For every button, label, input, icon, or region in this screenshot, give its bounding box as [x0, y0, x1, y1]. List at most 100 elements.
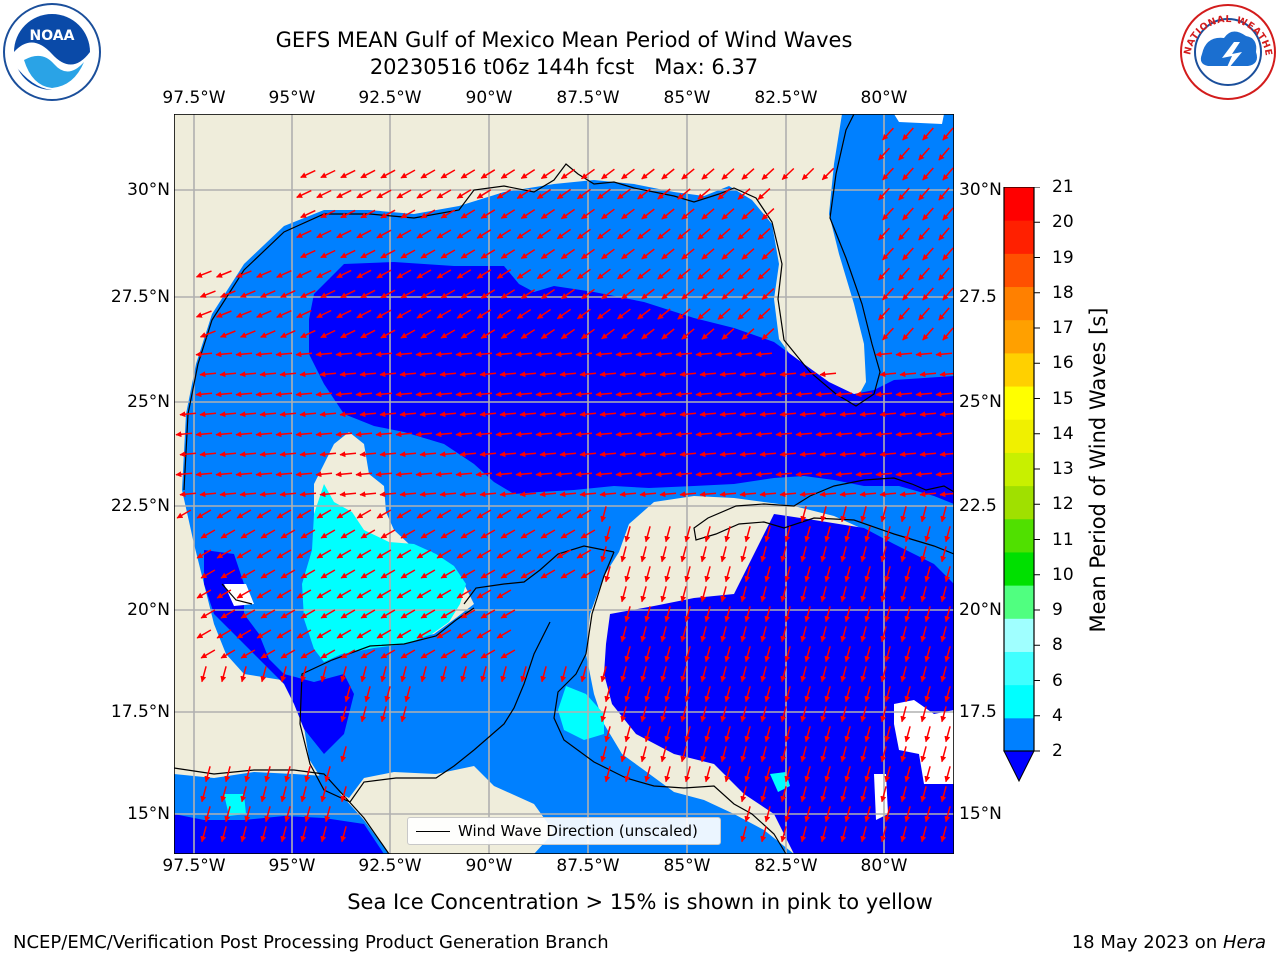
direction-arrow — [684, 606, 691, 623]
direction-arrow — [657, 268, 671, 280]
direction-arrow — [304, 766, 311, 783]
direction-arrow — [804, 806, 811, 823]
direction-arrow — [340, 746, 347, 763]
direction-arrow — [577, 308, 591, 320]
direction-arrow — [784, 526, 791, 543]
direction-arrow — [419, 491, 437, 498]
direction-arrow — [280, 330, 296, 338]
direction-arrow — [695, 351, 713, 358]
direction-arrow — [924, 606, 931, 623]
direction-arrow — [864, 726, 871, 743]
direction-arrow — [824, 806, 831, 823]
direction-arrow — [639, 491, 657, 498]
direction-arrow — [320, 786, 327, 803]
colorbar-tick-label: 4 — [1052, 705, 1063, 726]
lon-tick-bottom: 92.5°W — [358, 856, 422, 876]
direction-arrow — [904, 606, 911, 623]
direction-arrow — [882, 127, 894, 141]
direction-arrow — [519, 371, 537, 378]
direction-arrow — [915, 391, 933, 398]
direction-arrow — [739, 411, 757, 418]
direction-arrow — [300, 209, 316, 219]
direction-arrow — [455, 391, 473, 398]
direction-arrow — [620, 746, 627, 763]
direction-arrow — [879, 411, 897, 418]
direction-arrow — [580, 666, 587, 683]
direction-arrow — [621, 168, 635, 180]
direction-arrow — [878, 267, 890, 281]
direction-arrow — [864, 806, 871, 823]
direction-arrow — [320, 289, 336, 299]
direction-arrow — [475, 391, 493, 398]
direction-arrow — [276, 270, 292, 278]
direction-arrow — [320, 826, 327, 843]
direction-arrow — [396, 629, 412, 639]
direction-arrow — [500, 666, 507, 683]
direction-arrow — [420, 649, 436, 659]
direction-arrow — [340, 329, 356, 339]
direction-arrow — [396, 269, 412, 279]
direction-arrow — [320, 169, 336, 179]
colorbar-scale — [1003, 186, 1040, 783]
direction-arrow — [360, 569, 376, 579]
direction-arrow — [895, 391, 913, 398]
direction-arrow — [300, 249, 316, 259]
direction-arrow — [419, 371, 437, 378]
direction-arrow — [460, 649, 476, 659]
direction-arrow — [540, 666, 547, 683]
direction-arrow — [759, 451, 777, 458]
direction-arrow — [439, 491, 457, 498]
direction-arrow — [340, 569, 356, 579]
direction-arrow — [356, 309, 372, 319]
direction-arrow — [741, 248, 755, 260]
direction-arrow — [556, 308, 572, 320]
direction-arrow — [340, 209, 356, 219]
direction-arrow — [860, 826, 867, 843]
direction-arrow — [280, 569, 296, 579]
direction-arrow — [320, 249, 336, 259]
direction-arrow — [924, 726, 931, 743]
direction-arrow — [942, 127, 954, 141]
direction-arrow — [256, 589, 272, 599]
direction-arrow — [335, 471, 353, 478]
direction-arrow — [296, 229, 312, 239]
direction-arrow — [580, 569, 596, 579]
direction-arrow — [416, 509, 432, 519]
direction-arrow — [597, 268, 611, 280]
direction-arrow — [364, 686, 371, 703]
direction-arrow — [882, 247, 894, 261]
direction-arrow — [440, 649, 456, 659]
direction-arrow — [220, 569, 236, 579]
direction-arrow — [436, 509, 452, 519]
direction-arrow — [195, 391, 213, 398]
direction-arrow — [920, 826, 927, 843]
direction-arrow — [459, 451, 477, 458]
direction-arrow — [677, 228, 691, 240]
direction-arrow — [496, 589, 512, 599]
direction-arrow — [315, 431, 333, 438]
direction-arrow — [900, 546, 907, 563]
direction-arrow — [244, 806, 251, 823]
direction-arrow — [459, 411, 477, 418]
lon-tick-bottom: 85°W — [663, 856, 711, 876]
direction-arrow — [320, 569, 336, 579]
colorbar-tick-label: 10 — [1052, 564, 1074, 585]
direction-arrow — [804, 726, 811, 743]
direction-arrow — [940, 786, 947, 803]
direction-arrow — [884, 606, 891, 623]
direction-arrow — [256, 509, 272, 519]
direction-arrow — [715, 391, 733, 398]
direction-arrow — [940, 586, 947, 603]
direction-arrow — [456, 509, 472, 519]
direction-arrow — [400, 706, 407, 723]
direction-arrow — [520, 569, 536, 579]
direction-arrow — [741, 328, 755, 340]
direction-arrow — [479, 491, 497, 498]
direction-arrow — [540, 529, 556, 539]
direction-arrow — [659, 491, 677, 498]
direction-arrow — [276, 629, 292, 639]
lon-tick-top: 95°W — [268, 88, 316, 108]
colorbar-segment — [1004, 419, 1034, 453]
direction-arrow — [617, 228, 631, 240]
colorbar-segment — [1004, 585, 1034, 619]
